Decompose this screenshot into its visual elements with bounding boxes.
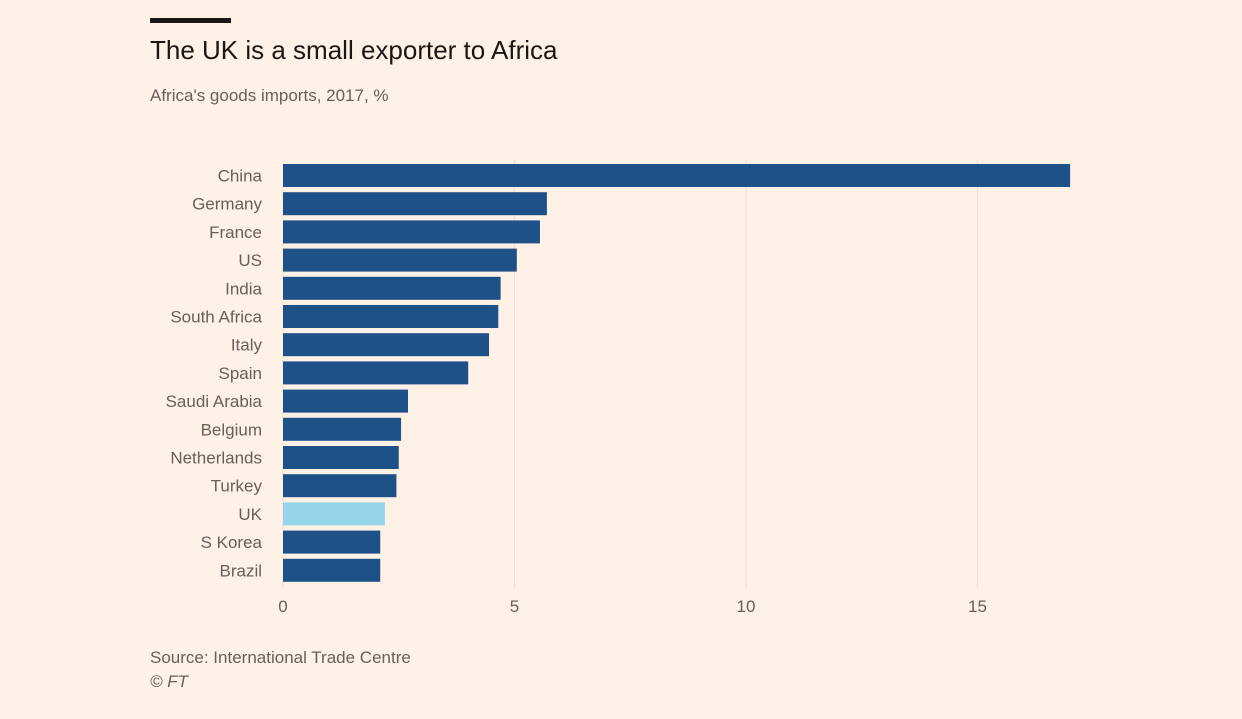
x-tick-label: 0 [278,597,287,616]
chart-title: The UK is a small exporter to Africa [150,35,558,65]
bar-china [283,164,1071,187]
bar-s-korea [283,530,381,554]
bar-us [283,248,517,272]
bar-south-africa [283,305,499,328]
x-tick-label: 10 [737,597,756,616]
bar-saudi-arabia [283,389,409,413]
bars [283,164,1071,582]
bar-belgium [283,417,402,441]
category-label: China [218,167,263,186]
chart-subtitle: Africa's goods imports, 2017, % [150,86,389,105]
category-label: Italy [231,336,263,355]
ft-credit: © FT [150,672,189,691]
category-label: Saudi Arabia [166,392,263,411]
category-label: India [225,279,262,298]
category-label: Spain [219,364,262,383]
bar-uk [283,502,385,526]
category-labels: China Germany France US India South Africa Ita… [166,167,263,581]
x-tick-label: 15 [968,597,987,616]
bar-spain [283,361,469,385]
category-label: S Korea [201,533,263,552]
category-label: Belgium [201,420,262,439]
source-note: Source: International Trade Centre [150,648,411,667]
category-label: US [238,251,262,270]
top-rule [150,18,231,23]
category-label: Netherlands [170,449,262,468]
category-label: UK [238,505,262,524]
category-label: Brazil [219,561,262,580]
category-label: France [209,223,262,242]
category-label: South Africa [170,308,262,327]
bar-chart: China Germany France US India South Africa Ita… [166,160,1071,616]
bar-brazil [283,558,381,582]
x-tick-label: 5 [510,597,519,616]
bar-france [283,220,540,244]
bar-germany [283,192,547,216]
bar-turkey [283,474,397,498]
x-axis-ticks: 0 5 10 15 [278,597,987,616]
bar-netherlands [283,446,399,469]
bar-india [283,276,501,300]
bar-italy [283,333,490,357]
category-label: Turkey [211,477,263,496]
category-label: Germany [192,195,262,214]
